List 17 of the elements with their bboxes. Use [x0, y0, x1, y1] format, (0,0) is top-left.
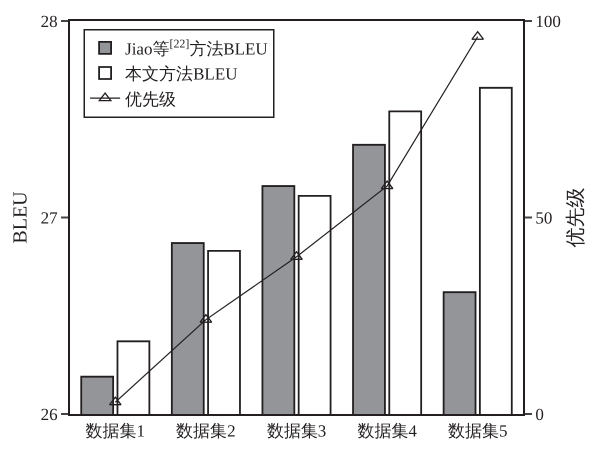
- y2-tick-label: 100: [535, 12, 561, 31]
- x-tick-label: 数据集4: [357, 421, 418, 440]
- point: [380, 180, 394, 190]
- y2-axis-title: 优先级: [564, 188, 587, 248]
- x-tick-label: 数据集1: [86, 421, 146, 440]
- x-tick-label: 数据集2: [176, 421, 236, 440]
- legend-label: Jiao等$^{[22]}$方法BLEU: [125, 36, 268, 59]
- y2-tick-label: 0: [535, 404, 544, 424]
- y-tick-label: 26: [40, 404, 58, 424]
- legend-label: 本文方法BLEU: [125, 64, 238, 84]
- y-tick-label: 27: [40, 208, 58, 228]
- y-axis-title: BLEU: [10, 190, 32, 244]
- x-tick-label: 数据集3: [266, 421, 326, 440]
- y2-tick-label: 50: [535, 208, 552, 228]
- legend-label: 优先级: [125, 90, 176, 109]
- x-tick-label: 数据集5: [448, 421, 508, 440]
- y-tick-label: 28: [40, 12, 58, 31]
